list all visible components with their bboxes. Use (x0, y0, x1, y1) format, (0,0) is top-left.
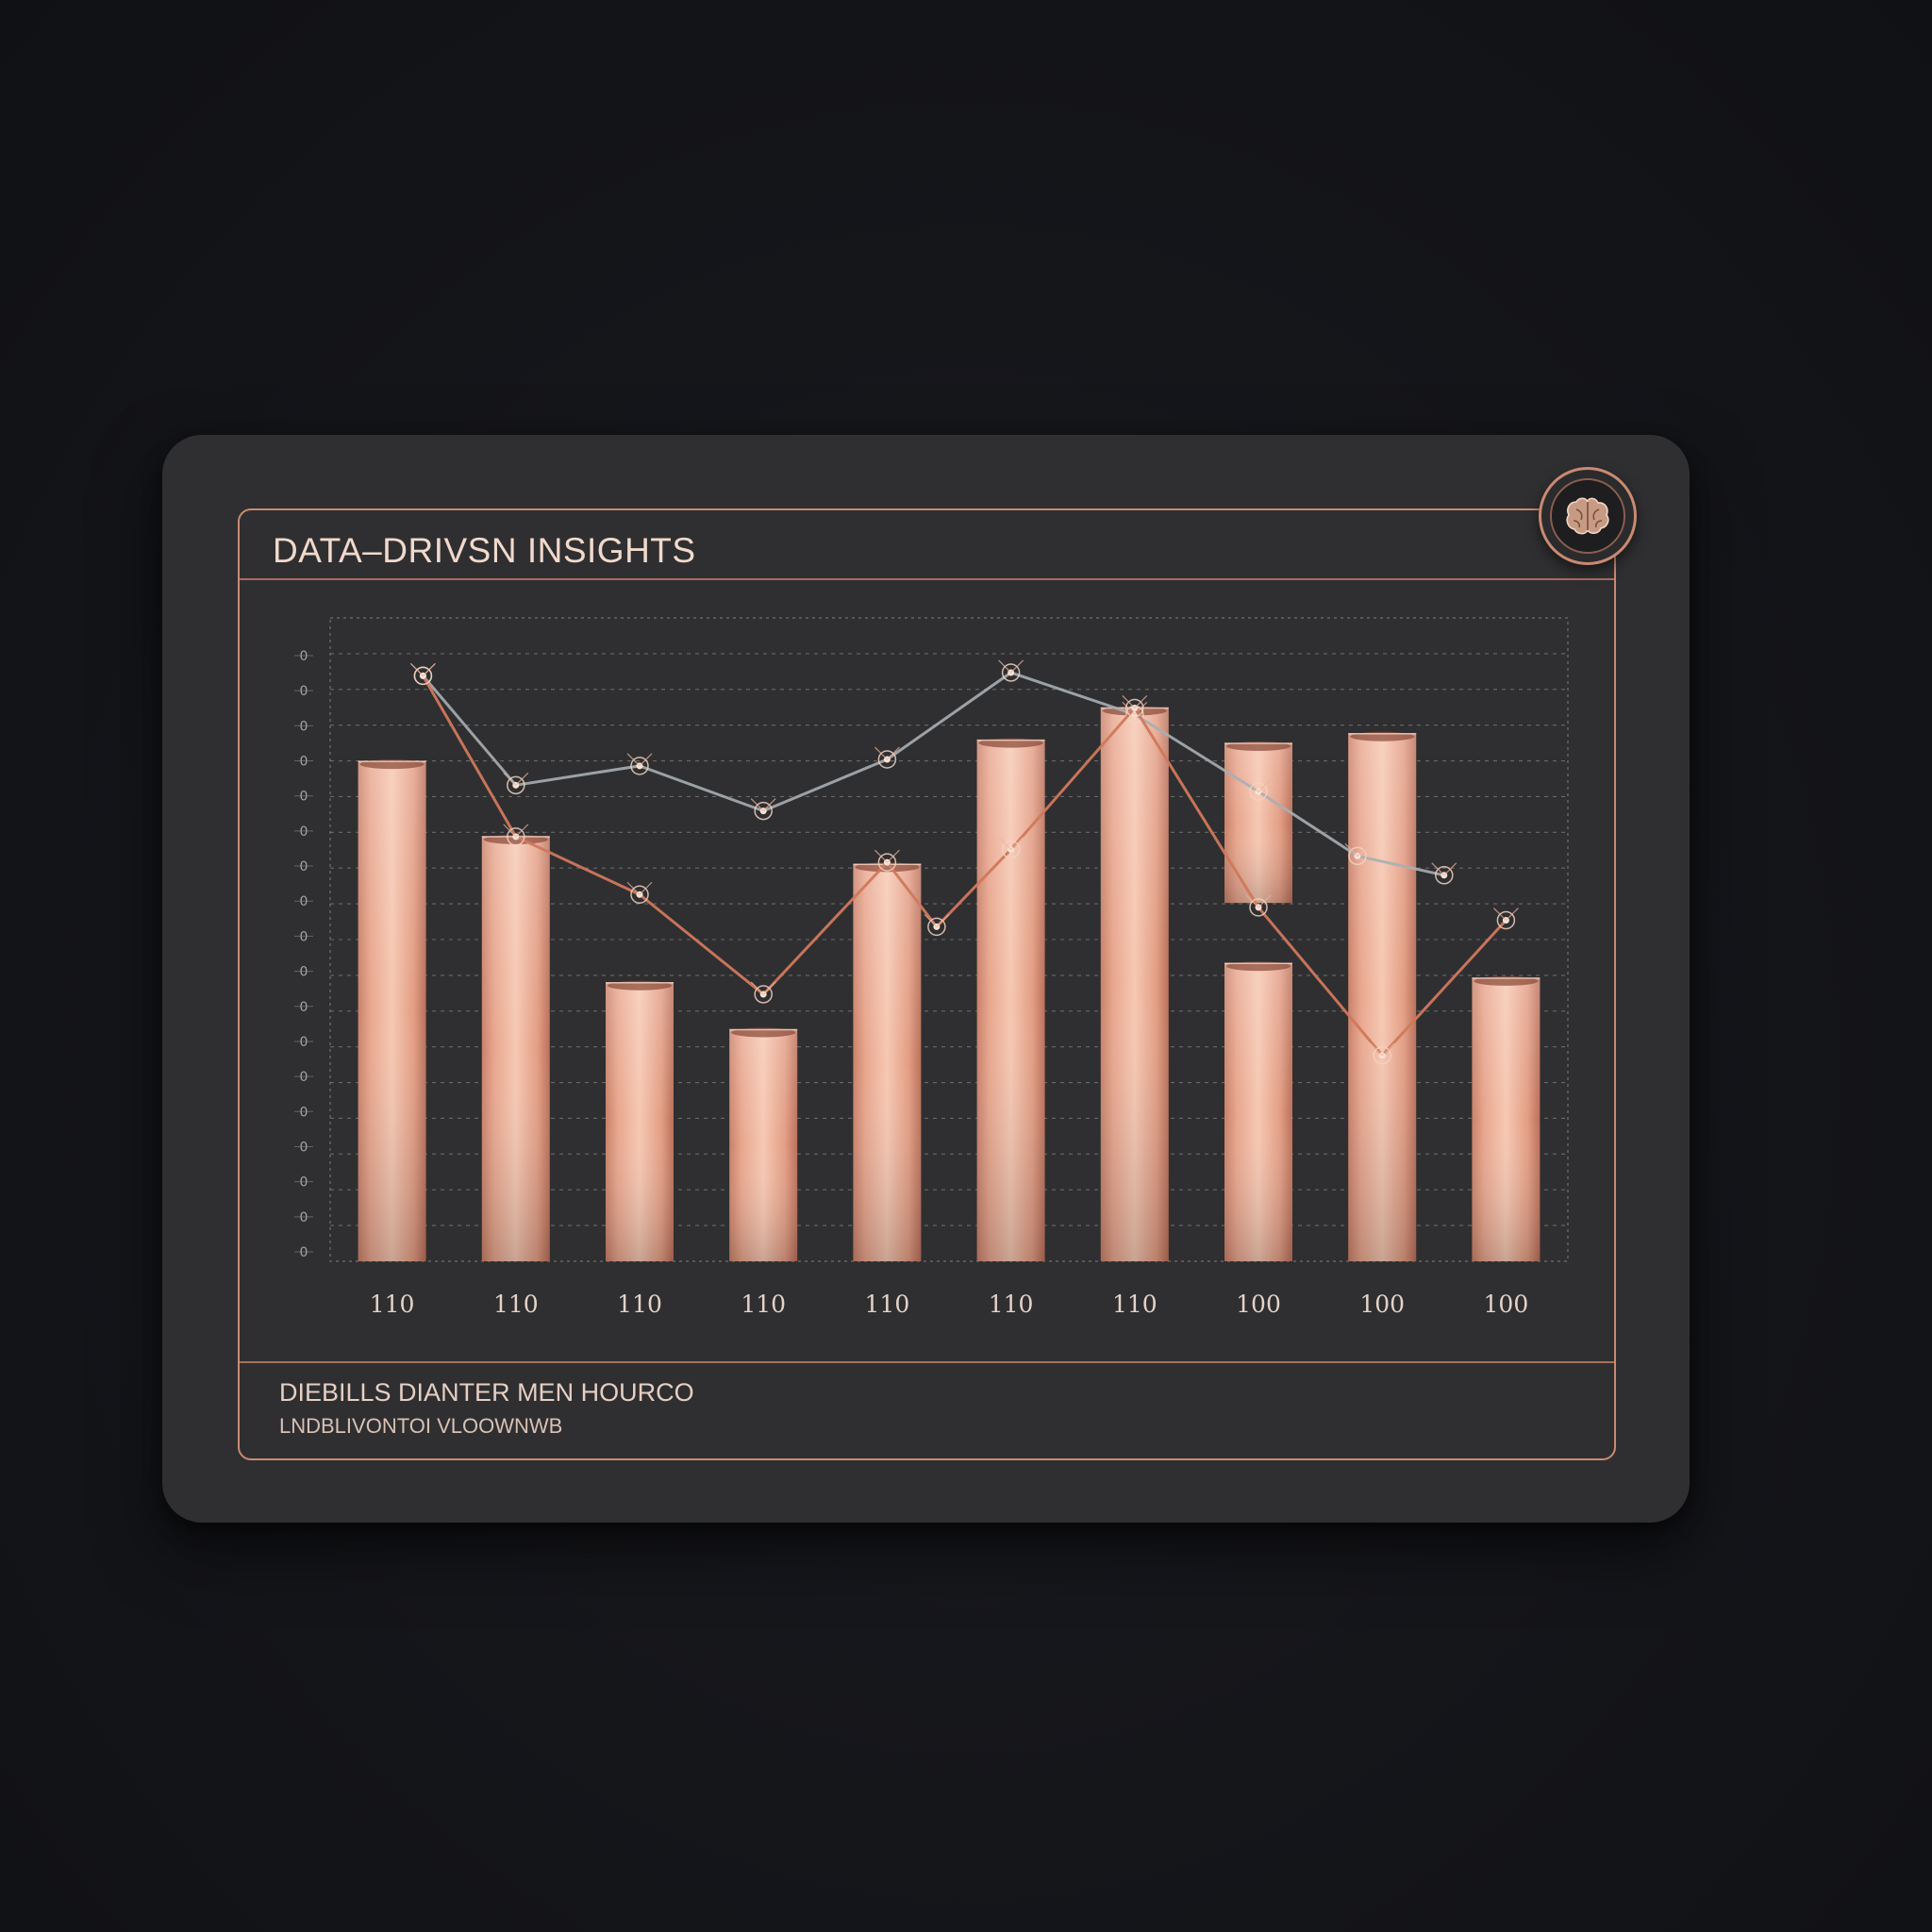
chart-card: DATA–DRIVSN INSIGHTS DIEBILLS DIANTER ME… (162, 435, 1690, 1523)
data-point-marker (1344, 842, 1371, 858)
bar-upper-shade (1224, 742, 1292, 904)
bars (358, 706, 1541, 1261)
footer-subcaption: LNDBLIVONTOI VLOOWNWB (279, 1414, 563, 1438)
data-point-marker (1245, 778, 1272, 792)
data-point (630, 757, 649, 775)
y-tick-label: 0 (300, 684, 308, 699)
data-point-marker (503, 772, 529, 787)
header-divider (240, 578, 1614, 580)
bar-shade (606, 982, 674, 1261)
data-point-marker (1492, 908, 1519, 922)
y-tick-label: 0 (300, 719, 308, 734)
trend-line (422, 671, 1445, 877)
y-tick-label: 0 (300, 1210, 308, 1225)
footer-caption: DIEBILLS DIANTER MEN HOURCO (279, 1378, 694, 1407)
data-point (507, 775, 525, 795)
data-point-marker (750, 981, 776, 995)
data-point (1125, 698, 1144, 718)
bar-shade (1100, 708, 1169, 1261)
data-point (1001, 663, 1021, 682)
data-point-marker (1431, 862, 1457, 876)
data-point-marker (874, 746, 900, 760)
data-point-marker (1122, 695, 1148, 709)
data-point-marker (626, 881, 653, 896)
data-point-marker (1369, 1042, 1395, 1057)
data-point (1348, 846, 1367, 866)
data-point-marker (626, 753, 653, 767)
data-point-marker (503, 824, 529, 838)
y-tick-label: 0 (300, 1070, 308, 1085)
y-tick-label: 0 (300, 894, 308, 909)
data-point-marker (409, 662, 436, 677)
trend-line (422, 675, 1507, 1058)
y-axis: 0 0 0 0 0 0 0 0 0 0 0 0 0 0 0 0 0 0 (294, 649, 313, 1260)
data-point (413, 666, 433, 686)
badge-button[interactable] (1539, 467, 1637, 565)
data-point-marker (924, 913, 950, 928)
bar-shade (1348, 733, 1417, 1261)
x-tick-label: 110 (370, 1291, 415, 1318)
y-tick-label: 0 (300, 929, 308, 944)
y-tick-label: 0 (300, 755, 308, 770)
data-point (1373, 1046, 1391, 1065)
data-point (1249, 782, 1268, 801)
data-point (507, 827, 525, 846)
y-tick-label: 0 (300, 790, 308, 805)
y-tick-label: 0 (300, 965, 308, 980)
y-tick-label: 0 (300, 824, 308, 840)
data-point (1435, 866, 1454, 885)
y-tick-label: 0 (300, 1245, 308, 1260)
data-point-marker (750, 798, 776, 812)
data-point (1249, 898, 1268, 917)
x-tick-label: 110 (1112, 1291, 1158, 1318)
chart-frame: DATA–DRIVSN INSIGHTS DIEBILLS DIANTER ME… (238, 508, 1616, 1460)
x-axis: 110 110 110 110 110 110 110 100 100 100 (370, 1291, 1529, 1318)
data-point-marker (998, 659, 1024, 674)
bar-lower-shade (1224, 963, 1292, 1261)
y-tick-label: 0 (300, 1105, 308, 1120)
bar-shade (358, 761, 426, 1261)
y-tick-label: 0 (300, 1000, 308, 1015)
x-tick-label: 110 (989, 1291, 1034, 1318)
data-point (630, 885, 649, 905)
data-point (1496, 910, 1516, 930)
data-point (877, 853, 897, 872)
x-tick-label: 110 (617, 1291, 662, 1318)
brain-icon (1550, 478, 1625, 554)
y-tick-label: 0 (300, 1035, 308, 1050)
x-tick-label: 100 (1359, 1291, 1405, 1318)
data-point (754, 985, 773, 1004)
data-point (927, 917, 946, 937)
data-point-marker (998, 837, 1024, 851)
x-tick-label: 110 (493, 1291, 539, 1318)
footer-divider (240, 1361, 1614, 1363)
y-tick-label: 0 (300, 1140, 308, 1155)
data-point (754, 801, 773, 821)
data-point-marker (1245, 894, 1272, 908)
y-tick-label: 0 (300, 1175, 308, 1191)
bar-shade (1472, 977, 1541, 1261)
y-tick-label: 0 (300, 649, 308, 664)
x-tick-label: 110 (741, 1291, 786, 1318)
bar-shade (729, 1029, 798, 1261)
bar-shade (976, 740, 1045, 1261)
data-point (1001, 840, 1021, 859)
data-point-marker (874, 849, 900, 864)
chart-title: DATA–DRIVSN INSIGHTS (273, 531, 696, 570)
data-point (877, 750, 897, 769)
bar-shade (481, 836, 550, 1261)
x-tick-label: 110 (865, 1291, 910, 1318)
y-tick-label: 0 (300, 859, 308, 874)
trend-lines (409, 659, 1519, 1065)
x-tick-label: 100 (1236, 1291, 1281, 1318)
bar-shade (853, 864, 922, 1261)
x-tick-label: 100 (1484, 1291, 1529, 1318)
